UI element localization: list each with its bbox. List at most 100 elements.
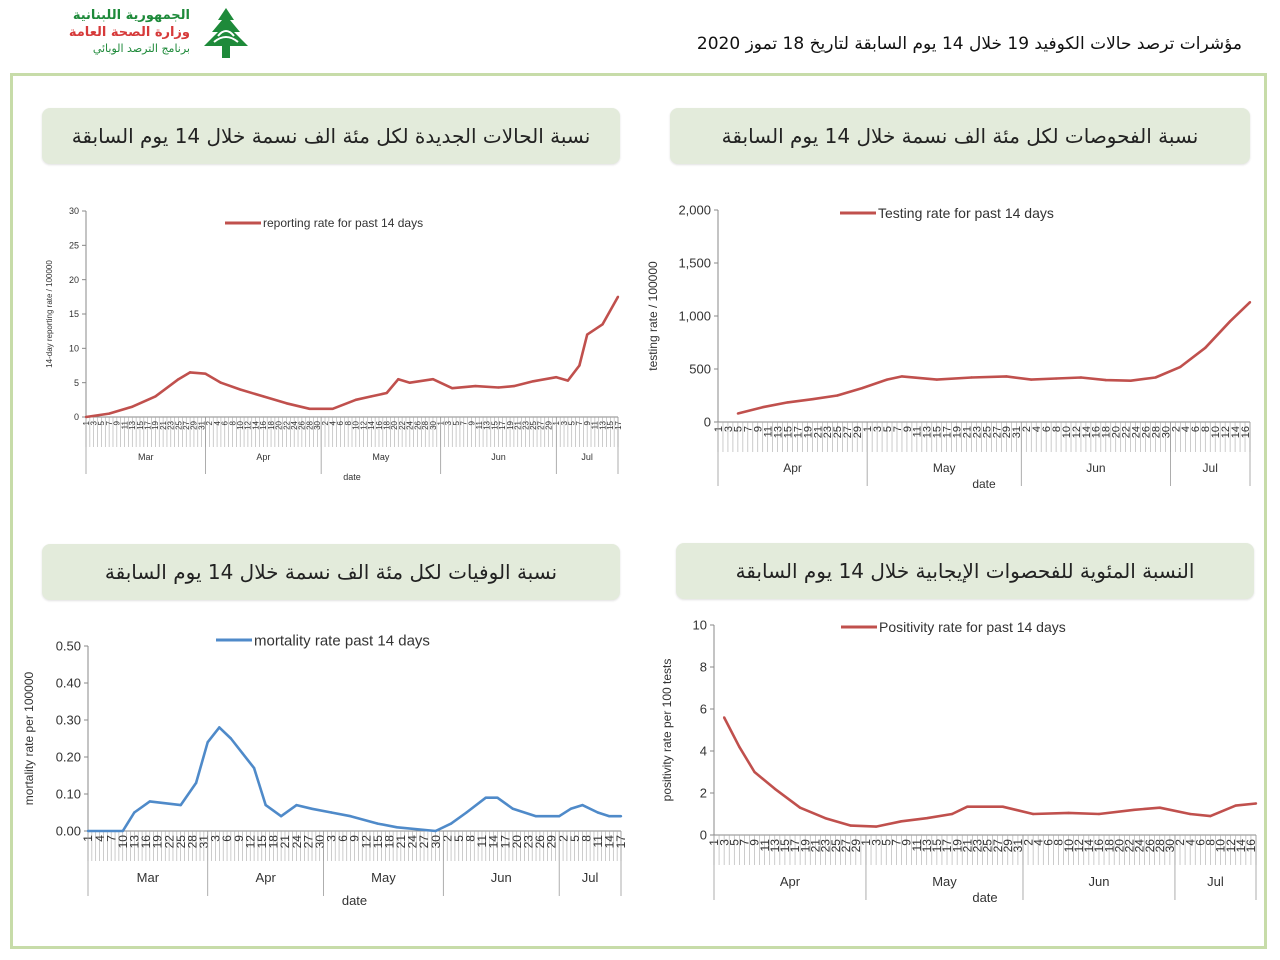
x-tick-label: 14 bbox=[1230, 426, 1242, 438]
x-tick-label: 22 bbox=[282, 420, 291, 429]
data-point bbox=[1005, 375, 1008, 378]
series-line bbox=[85, 296, 620, 419]
testing-rate-chart: 0 500 1,000 1,500 2,000 testing rate / 100000… bbox=[646, 203, 1252, 491]
data-point bbox=[484, 796, 488, 799]
x-tick-label: 10 bbox=[236, 420, 245, 429]
x-tick-label: 11 bbox=[758, 839, 772, 852]
x-tick-label: 9 bbox=[748, 839, 762, 846]
x-month-label: Apr bbox=[256, 452, 270, 462]
x-tick-label: 27 bbox=[417, 835, 431, 849]
y-tick-label: 1,500 bbox=[678, 256, 711, 271]
x-tick-label: 16 bbox=[259, 420, 268, 429]
x-tick-label: 16 bbox=[1240, 426, 1252, 438]
data-point bbox=[84, 415, 88, 419]
y-tick-label: 0 bbox=[700, 828, 707, 843]
x-tick-label: 11 bbox=[591, 835, 605, 848]
y-axis-label: 14-day reporting rate / 100000 bbox=[45, 260, 54, 368]
data-point bbox=[497, 386, 500, 389]
data-point bbox=[531, 380, 535, 383]
data-point bbox=[1067, 811, 1070, 815]
data-point bbox=[239, 388, 242, 391]
x-tick-label: 12 bbox=[1072, 839, 1086, 853]
x-tick-label: 14 bbox=[1081, 426, 1093, 438]
x-tick-label: 22 bbox=[1121, 426, 1133, 438]
x-tick-label: 4 bbox=[1031, 426, 1043, 432]
x-tick-label: 27 bbox=[839, 839, 853, 853]
data-point bbox=[1209, 814, 1212, 818]
x-tick-label: 17 bbox=[940, 839, 954, 853]
x-tick-label: 24 bbox=[290, 420, 299, 429]
data-point bbox=[131, 405, 134, 408]
data-point bbox=[431, 378, 435, 381]
data-point bbox=[285, 402, 288, 405]
y-tick-label: 30 bbox=[69, 206, 79, 216]
data-point bbox=[534, 815, 538, 818]
x-tick-label: 12 bbox=[359, 835, 373, 849]
x-tick-label: 9 bbox=[902, 426, 914, 432]
x-tick-label: 27 bbox=[537, 420, 546, 429]
x-tick-label: 13 bbox=[128, 835, 142, 849]
x-tick-label: 22 bbox=[1123, 839, 1137, 853]
cedar-tree-icon bbox=[204, 8, 248, 58]
data-point bbox=[310, 807, 314, 810]
data-point bbox=[395, 826, 399, 829]
data-point bbox=[330, 811, 333, 814]
dashboard-frame bbox=[10, 73, 1267, 949]
x-tick-label: 2 bbox=[440, 835, 454, 842]
data-point bbox=[1031, 812, 1035, 816]
y-tick-label: 10 bbox=[693, 618, 707, 633]
x-tick-label: 18 bbox=[382, 835, 396, 849]
data-point bbox=[241, 752, 244, 755]
x-tick-label: 5 bbox=[452, 835, 466, 842]
x-tick-label: 29 bbox=[190, 420, 199, 429]
data-point bbox=[601, 323, 604, 326]
data-point bbox=[331, 407, 334, 410]
y-tick-label: 1,000 bbox=[678, 309, 711, 324]
y-tick-label: 10 bbox=[69, 343, 79, 353]
x-tick-label: 1 bbox=[713, 426, 725, 432]
x-axis-label: date bbox=[972, 890, 997, 905]
x-tick-label: 13 bbox=[768, 839, 782, 853]
y-tick-label: 0.10 bbox=[56, 787, 81, 802]
x-tick-label: 7 bbox=[460, 420, 469, 425]
x-tick-label: 7 bbox=[105, 420, 114, 425]
x-tick-label: 26 bbox=[533, 835, 547, 849]
x-tick-label: 20 bbox=[1111, 426, 1123, 438]
data-point bbox=[434, 829, 437, 833]
x-tick-label: 12 bbox=[1224, 839, 1238, 853]
x-tick-label: 13 bbox=[483, 420, 492, 429]
x-tick-label: 23 bbox=[822, 426, 834, 438]
x-tick-label: 10 bbox=[1061, 426, 1073, 438]
x-tick-label: 16 bbox=[1092, 839, 1106, 853]
data-point bbox=[722, 716, 726, 719]
data-point bbox=[885, 378, 889, 381]
x-tick-label: 6 bbox=[1042, 839, 1056, 846]
x-month-label: May bbox=[371, 870, 396, 885]
x-tick-label: 11 bbox=[475, 835, 489, 848]
data-point bbox=[1248, 301, 1252, 304]
x-tick-label: 26 bbox=[413, 420, 422, 429]
x-tick-label: 12 bbox=[244, 420, 253, 429]
x-tick-label: 22 bbox=[398, 420, 407, 429]
x-tick-label: 3 bbox=[717, 839, 731, 846]
x-tick-label: 24 bbox=[1133, 839, 1147, 853]
page-title: مؤشرات ترصد حالات الكوفيد 19 خلال 14 يوم… bbox=[696, 34, 1242, 54]
data-point bbox=[1234, 804, 1237, 807]
data-point bbox=[408, 381, 412, 384]
x-tick-label: 6 bbox=[336, 835, 350, 842]
x-tick-label: 2 bbox=[1021, 839, 1035, 846]
reporting-panel-title: نسبة الحالات الجديدة لكل مئة الف نسمة خل… bbox=[42, 108, 620, 164]
data-point bbox=[279, 815, 283, 818]
x-tick-label: 27 bbox=[842, 426, 854, 438]
x-tick-label: 27 bbox=[991, 839, 1005, 853]
data-point bbox=[585, 333, 589, 336]
data-point bbox=[849, 824, 852, 827]
x-tick-label: 8 bbox=[1204, 839, 1218, 846]
y-tick-label: 0 bbox=[704, 415, 711, 430]
x-tick-label: 8 bbox=[1051, 426, 1063, 432]
x-tick-label: 29 bbox=[1001, 426, 1013, 438]
x-tick-label: 9 bbox=[753, 426, 765, 432]
data-point bbox=[376, 822, 379, 825]
data-point bbox=[1179, 365, 1182, 369]
series-line bbox=[88, 726, 621, 833]
